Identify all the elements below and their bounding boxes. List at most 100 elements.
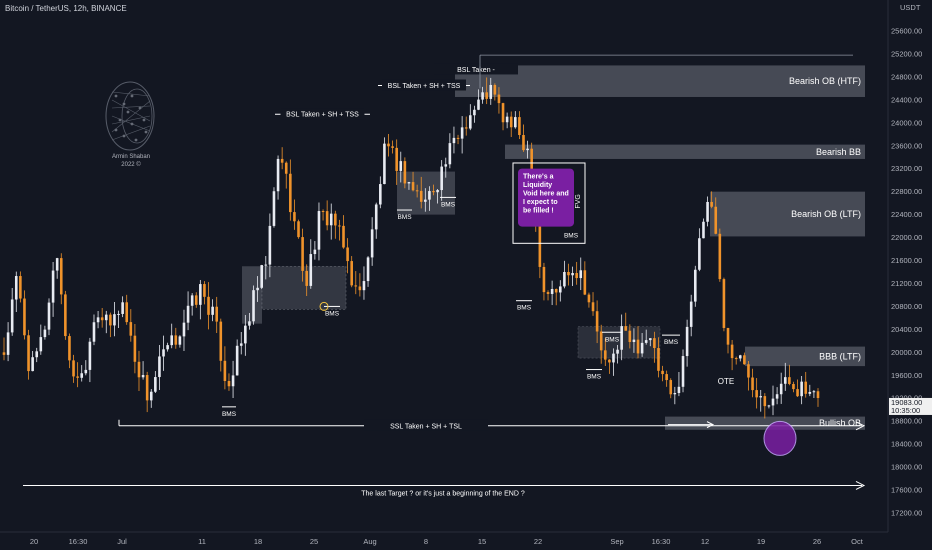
note-text: be filled !: [523, 208, 554, 215]
candle: [268, 225, 272, 265]
candle: [248, 321, 251, 326]
candle: [632, 339, 636, 343]
zone-rect: [505, 144, 865, 159]
price-tick: 20400.00: [891, 325, 922, 334]
level-label-bg: [280, 108, 365, 120]
brain-dot: [130, 122, 134, 126]
brain-outline: [121, 88, 153, 144]
time-tick: Aug: [363, 537, 376, 546]
last-price: 19083.00: [891, 398, 922, 407]
candle: [505, 116, 509, 123]
price-tick: 25200.00: [891, 49, 922, 58]
candle: [100, 317, 104, 321]
candle: [346, 247, 349, 262]
candle: [10, 299, 14, 333]
level-label-bg: [382, 79, 466, 91]
candle: [178, 336, 182, 345]
candle: [47, 302, 51, 330]
candle: [689, 301, 693, 327]
candle: [309, 254, 313, 286]
candle: [293, 212, 296, 222]
minor-zone: [261, 265, 347, 310]
candle: [673, 392, 677, 395]
candle: [804, 381, 808, 394]
zones-layer: Bearish OB (HTF) Bearish BB Bearish OB (LT…: [242, 65, 865, 430]
candle: [559, 286, 562, 293]
candle: [379, 184, 382, 205]
brain-dot: [122, 102, 126, 106]
candle: [575, 273, 578, 279]
candle: [685, 326, 689, 357]
zone-label: Bullish OB: [819, 418, 861, 428]
candle: [72, 360, 75, 377]
candle: [677, 386, 681, 393]
time-tick: 26: [813, 537, 821, 546]
candle: [718, 233, 722, 280]
candle: [235, 345, 239, 376]
price-tick: 24400.00: [891, 95, 922, 104]
candle: [383, 143, 386, 185]
candle: [366, 257, 370, 282]
brain-dot: [114, 94, 118, 98]
level-label: BSL Taken + SH + TSS: [286, 112, 359, 119]
price-axis-bg: [888, 0, 932, 550]
candle: [23, 298, 26, 336]
bms-label: BMS: [517, 305, 532, 312]
highlight-circle: [763, 420, 797, 456]
candle: [497, 94, 501, 104]
candle: [657, 348, 660, 371]
candle: [419, 190, 423, 202]
bms-label: BMS: [605, 336, 620, 343]
candle: [722, 279, 726, 328]
candle: [280, 158, 284, 163]
candle: [403, 161, 407, 184]
price-axis-unit: USDT: [900, 3, 921, 12]
candle: [514, 117, 517, 128]
candle: [800, 381, 803, 397]
candle: [137, 361, 141, 378]
candle: [272, 191, 276, 226]
candle: [653, 338, 656, 349]
candle: [84, 369, 88, 374]
price-tick: 18800.00: [891, 417, 922, 426]
candle: [329, 213, 333, 226]
candle: [518, 117, 521, 136]
candle: [489, 84, 493, 99]
candle: [239, 343, 243, 346]
price-tick: 22000.00: [891, 233, 922, 242]
candle: [554, 288, 558, 293]
fvg-label: FVG: [575, 194, 582, 208]
candle: [96, 317, 100, 323]
candle: [231, 375, 235, 387]
zone-label: BBB (LTF): [819, 351, 861, 361]
candle: [779, 383, 783, 395]
candle: [599, 331, 603, 351]
price-tick: 19600.00: [891, 371, 922, 380]
price-tick: 20000.00: [891, 348, 922, 357]
brain-dot: [144, 130, 148, 134]
brain-dot: [138, 106, 142, 110]
candle: [219, 321, 223, 361]
candle: [538, 225, 542, 267]
candle: [121, 302, 124, 314]
candle: [440, 166, 443, 191]
candle: [464, 127, 468, 129]
time-tick: Oct: [851, 537, 864, 546]
note-text: There's a: [523, 174, 554, 181]
candle: [788, 377, 791, 385]
candle: [313, 249, 317, 255]
price-tick: 17600.00: [891, 486, 922, 495]
candle: [170, 335, 174, 346]
time-tick: Sep: [610, 537, 623, 546]
candle: [207, 296, 210, 315]
candle: [305, 270, 308, 286]
candle: [702, 221, 705, 239]
candle: [55, 258, 59, 271]
candle: [149, 391, 153, 401]
time-tick: 12: [701, 537, 709, 546]
candles-layer: [2, 77, 820, 419]
level-label: SSL Taken + SH + TSL: [390, 423, 462, 430]
candle: [591, 302, 595, 312]
candle: [751, 377, 754, 391]
